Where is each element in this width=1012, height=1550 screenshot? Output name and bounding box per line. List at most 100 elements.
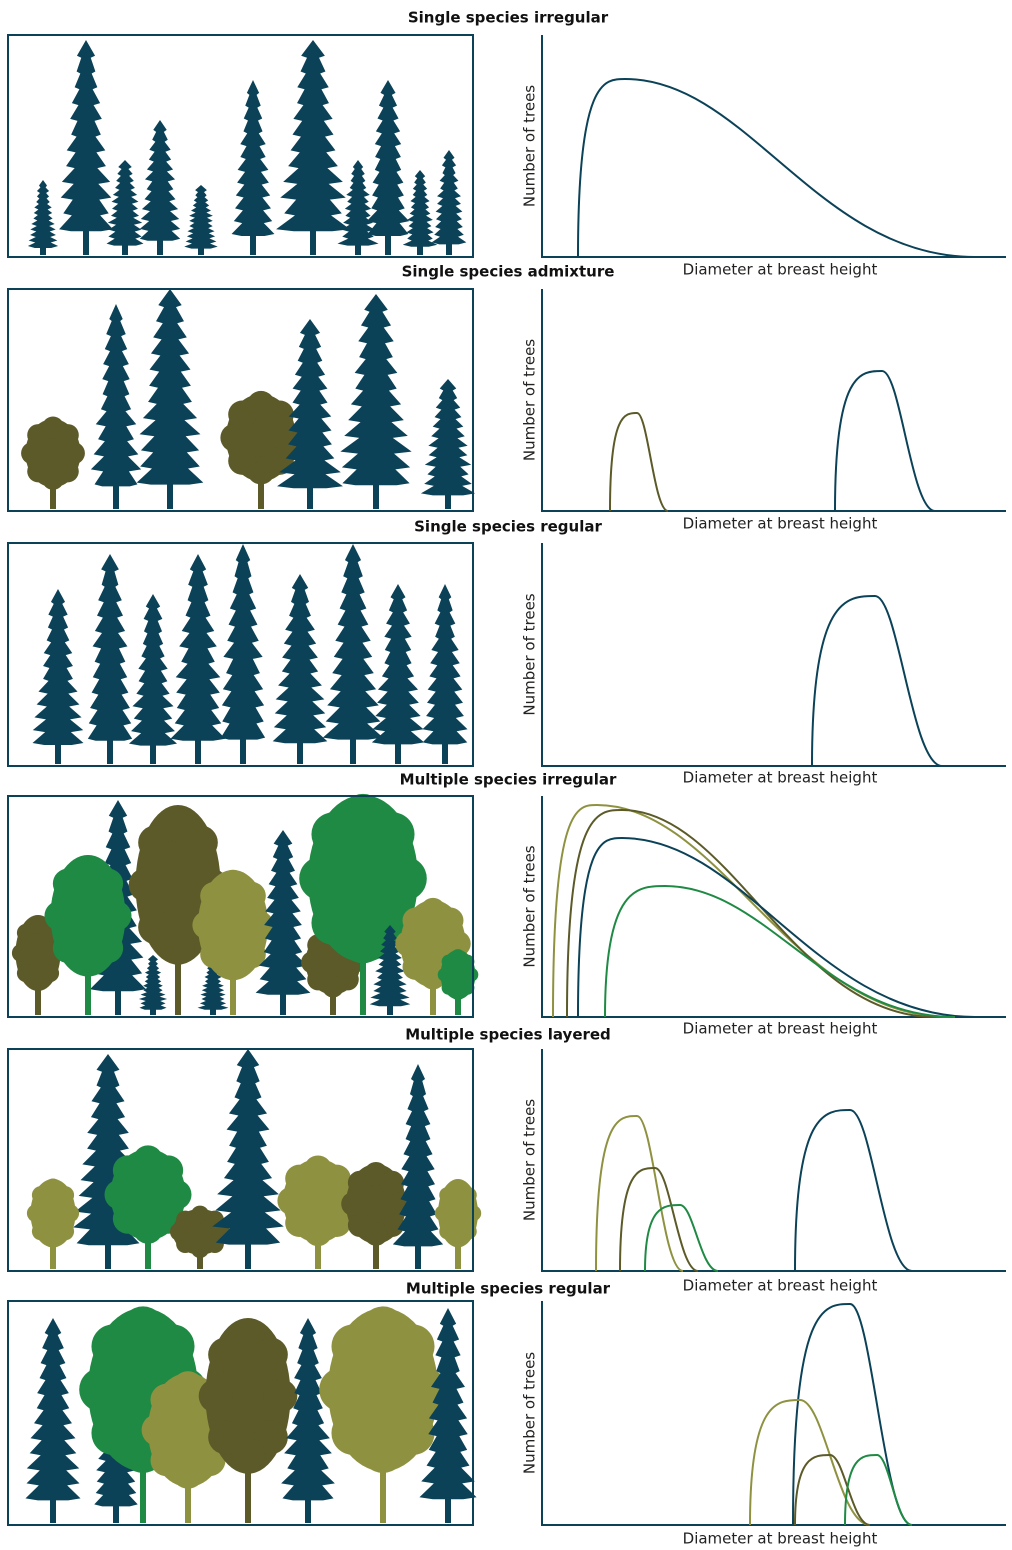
forest-frame bbox=[7, 34, 474, 258]
crown-lobe bbox=[380, 1170, 405, 1195]
distribution-curve bbox=[792, 1302, 913, 1526]
conifer bbox=[281, 1318, 335, 1501]
conifer bbox=[255, 830, 311, 995]
trunk bbox=[185, 1455, 191, 1523]
crown-lobe bbox=[138, 910, 173, 945]
conifer bbox=[277, 319, 343, 489]
trunk bbox=[55, 737, 61, 764]
crown-lobe bbox=[265, 400, 294, 429]
crown-lobe bbox=[307, 968, 330, 991]
trunk bbox=[240, 731, 246, 764]
distribution-curve bbox=[604, 884, 956, 1018]
x-axis-label: Diameter at breast height bbox=[683, 769, 878, 787]
trunk bbox=[380, 1426, 386, 1523]
conifer bbox=[276, 40, 350, 232]
conifer bbox=[184, 185, 218, 249]
distribution-curve bbox=[794, 1108, 913, 1272]
crown-lobe bbox=[141, 1414, 174, 1446]
crown-lobe bbox=[441, 980, 456, 995]
crown-lobe bbox=[21, 442, 44, 465]
conifer bbox=[431, 150, 467, 245]
crown-lobe bbox=[27, 460, 50, 483]
trunk bbox=[350, 731, 356, 764]
forest bbox=[11, 793, 479, 1015]
conifer bbox=[369, 925, 411, 1007]
trunk bbox=[307, 480, 313, 509]
trunk bbox=[115, 982, 121, 1015]
crown-lobe bbox=[128, 867, 163, 902]
trunk bbox=[445, 1490, 451, 1523]
crown-lobe bbox=[31, 1222, 50, 1241]
conifer bbox=[138, 955, 168, 1010]
distribution-curve bbox=[811, 594, 943, 767]
crown-lobe bbox=[11, 944, 30, 962]
crown-lobe bbox=[370, 812, 415, 857]
crown-lobe bbox=[56, 424, 79, 447]
conifer bbox=[25, 1318, 81, 1501]
forest-frame bbox=[7, 1048, 474, 1272]
crown-lobe bbox=[434, 1205, 451, 1222]
crown-lobe bbox=[161, 1179, 192, 1210]
crown-lobe bbox=[341, 1191, 366, 1216]
trunk bbox=[150, 1006, 156, 1015]
trunk bbox=[395, 737, 401, 764]
crown-lobe bbox=[190, 1205, 210, 1224]
crown-lobe bbox=[220, 423, 249, 452]
trunk bbox=[417, 242, 423, 255]
distribution-curve bbox=[844, 1453, 913, 1526]
trunk bbox=[140, 1426, 146, 1523]
trunk bbox=[355, 240, 361, 255]
conifer bbox=[90, 304, 142, 487]
forest bbox=[27, 40, 467, 255]
crown-lobe bbox=[101, 900, 132, 931]
distribution-curve bbox=[577, 77, 976, 258]
trunk bbox=[446, 239, 452, 255]
crown-lobe bbox=[150, 1444, 183, 1477]
trunk bbox=[175, 920, 181, 1015]
trunk bbox=[445, 489, 451, 509]
crown-lobe bbox=[437, 907, 464, 934]
crown-lobe bbox=[62, 442, 85, 465]
forest bbox=[26, 1049, 482, 1269]
crown-lobe bbox=[439, 1223, 456, 1240]
conifer bbox=[231, 80, 275, 236]
conifer bbox=[32, 589, 84, 745]
trunk bbox=[210, 1006, 216, 1015]
trunk bbox=[297, 735, 303, 764]
crown-lobe bbox=[331, 1411, 376, 1456]
crown-lobe bbox=[395, 930, 422, 957]
crown-lobe bbox=[460, 954, 475, 969]
conifer bbox=[322, 544, 384, 740]
crown-lobe bbox=[93, 868, 124, 899]
y-axis-label: Number of trees bbox=[521, 1352, 539, 1474]
conifer bbox=[139, 120, 181, 241]
distribution-curve bbox=[619, 1166, 699, 1272]
x-axis-label: Diameter at breast height bbox=[683, 1020, 878, 1038]
trunk bbox=[250, 228, 256, 255]
trunk bbox=[245, 1236, 251, 1269]
x-axis-label: Diameter at breast height bbox=[683, 1277, 878, 1295]
conifer bbox=[272, 574, 328, 744]
conifer bbox=[337, 160, 379, 246]
conifer bbox=[366, 80, 410, 236]
crown-lobe bbox=[299, 856, 344, 901]
distribution-curve bbox=[834, 369, 936, 512]
conifer bbox=[220, 544, 266, 740]
conifer bbox=[106, 160, 144, 246]
trunk bbox=[122, 240, 128, 255]
crown-lobe bbox=[237, 881, 266, 910]
crown-lobe bbox=[311, 900, 356, 945]
panel: Single species regular Number of trees Dia… bbox=[7, 518, 1006, 787]
trunk bbox=[150, 738, 156, 764]
crown-lobe bbox=[319, 1367, 364, 1412]
conifer bbox=[419, 1308, 477, 1500]
trunk bbox=[157, 234, 163, 255]
crown-lobe bbox=[198, 1378, 233, 1413]
x-axis-label: Diameter at breast height bbox=[683, 261, 878, 279]
crown-lobe bbox=[208, 1420, 243, 1455]
trunk bbox=[35, 970, 41, 1015]
conifer bbox=[136, 289, 204, 485]
trunk bbox=[113, 1499, 119, 1523]
conifer bbox=[128, 594, 178, 746]
crown-lobe bbox=[52, 933, 83, 964]
